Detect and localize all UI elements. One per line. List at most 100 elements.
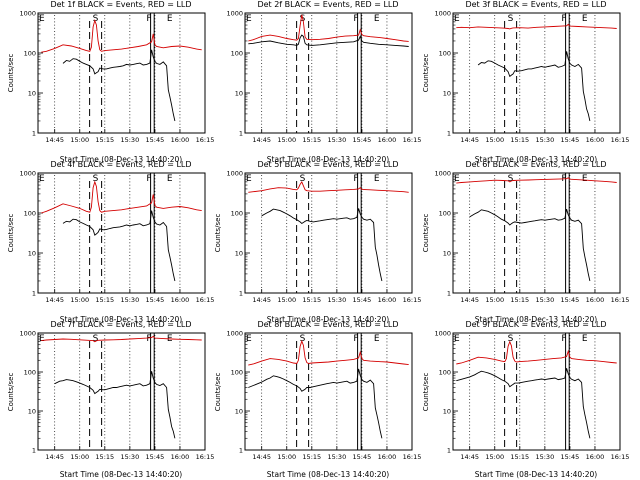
plot-frame xyxy=(452,12,621,134)
events-series-line xyxy=(62,49,176,122)
x-tick-label: 15:45 xyxy=(353,136,372,144)
x-tick-label: 16:15 xyxy=(403,296,422,304)
y-tick-label: 1000 xyxy=(434,10,451,18)
x-tick-label: 15:45 xyxy=(146,296,165,304)
x-tick-label: 15:15 xyxy=(510,453,529,461)
region-marker-label: S xyxy=(508,14,514,24)
region-marker-label: E xyxy=(454,174,460,184)
y-axis-label: Counts/sec xyxy=(422,214,430,253)
x-tick-label: 16:00 xyxy=(586,296,605,304)
panel-det-7f: Det 7f BLACK = Events, RED = LLD Start T… xyxy=(7,320,214,479)
x-tick-label: 15:30 xyxy=(327,296,346,304)
x-tick-label: 16:00 xyxy=(171,136,190,144)
lld-series-line xyxy=(456,23,617,30)
events-series-line xyxy=(469,208,591,282)
panel-title: Det 5f BLACK = Events, RED = LLD xyxy=(257,160,398,169)
x-tick-label: 15:45 xyxy=(146,136,165,144)
x-axis-label: Start Time (08-Dec-13 14:40:20) xyxy=(475,470,597,479)
x-tick-label: 15:30 xyxy=(120,136,139,144)
y-tick-label: 1000 xyxy=(19,170,36,178)
x-tick-label: 15:45 xyxy=(561,136,580,144)
x-tick-label: 15:30 xyxy=(120,453,139,461)
region-marker-label: E xyxy=(582,174,588,184)
x-tick-label: 15:00 xyxy=(485,296,504,304)
x-tick-label: 15:45 xyxy=(146,453,165,461)
region-marker-label: E xyxy=(454,334,460,344)
plot-frame xyxy=(37,172,206,294)
x-tick-label: 14:45 xyxy=(460,136,479,144)
x-tick-label: 16:00 xyxy=(378,453,397,461)
events-series-line xyxy=(54,371,176,439)
x-tick-label: 15:15 xyxy=(95,296,114,304)
y-tick-label: 100 xyxy=(24,210,36,218)
x-tick-label: 14:45 xyxy=(460,296,479,304)
events-series-line xyxy=(261,208,383,282)
region-marker-label: F xyxy=(561,334,566,344)
x-tick-label: 14:45 xyxy=(45,453,64,461)
region-marker-label: E xyxy=(246,334,252,344)
plot-frame xyxy=(244,12,413,134)
x-tick-label: 15:30 xyxy=(535,296,554,304)
plot-frame xyxy=(244,172,413,294)
lld-series-line xyxy=(41,335,202,343)
region-marker-label: E xyxy=(167,14,173,24)
lld-series-line xyxy=(41,18,202,53)
lld-series-line xyxy=(41,180,202,214)
x-tick-label: 15:45 xyxy=(561,453,580,461)
y-tick-label: 1 xyxy=(447,447,451,455)
y-axis-label: Counts/sec xyxy=(422,373,430,412)
plot-frame xyxy=(452,172,621,294)
x-tick-label: 16:15 xyxy=(611,136,630,144)
x-axis-label: Start Time (08-Dec-13 14:40:20) xyxy=(475,315,597,324)
y-tick-label: 1 xyxy=(32,130,36,138)
y-tick-label: 100 xyxy=(24,50,36,58)
panel-det-8f: Det 8f BLACK = Events, RED = LLD Start T… xyxy=(214,320,421,479)
x-tick-label: 16:00 xyxy=(586,453,605,461)
x-tick-label: 16:15 xyxy=(196,453,215,461)
x-tick-label: 15:00 xyxy=(277,136,296,144)
region-marker-label: E xyxy=(246,14,252,24)
x-tick-label: 16:00 xyxy=(378,296,397,304)
x-axis-label: Start Time (08-Dec-13 14:40:20) xyxy=(60,315,182,324)
x-tick-label: 16:15 xyxy=(403,453,422,461)
y-tick-label: 1000 xyxy=(19,330,36,338)
region-marker-label: E xyxy=(374,334,380,344)
x-tick-label: 15:45 xyxy=(561,296,580,304)
x-tick-label: 16:15 xyxy=(403,136,422,144)
panel-title: Det 4f BLACK = Events, RED = LLD xyxy=(50,160,191,169)
x-tick-label: 16:15 xyxy=(196,136,215,144)
x-axis-label: Start Time (08-Dec-13 14:40:20) xyxy=(267,155,389,164)
panel-title: Det 7f BLACK = Events, RED = LLD xyxy=(50,320,191,329)
y-axis-label: Counts/sec xyxy=(7,54,15,93)
panel-det-1f: Det 1f BLACK = Events, RED = LLD Start T… xyxy=(7,0,214,164)
x-axis-label: Start Time (08-Dec-13 14:40:20) xyxy=(60,155,182,164)
panel-det-6f: Det 6f BLACK = Events, RED = LLD Start T… xyxy=(422,160,629,324)
y-tick-label: 10 xyxy=(235,90,243,98)
x-tick-label: 15:45 xyxy=(353,296,372,304)
region-marker-label: E xyxy=(39,14,45,24)
x-tick-label: 15:00 xyxy=(485,136,504,144)
region-marker-label: E xyxy=(374,174,380,184)
x-tick-label: 15:15 xyxy=(510,136,529,144)
region-marker-label: F xyxy=(146,174,151,184)
panel-det-9f: Det 9f BLACK = Events, RED = LLD Start T… xyxy=(422,320,629,479)
y-tick-label: 10 xyxy=(443,408,451,416)
region-marker-label: F xyxy=(353,14,358,24)
x-tick-label: 15:30 xyxy=(535,453,554,461)
x-tick-label: 15:45 xyxy=(353,453,372,461)
y-tick-label: 1000 xyxy=(19,10,36,18)
y-tick-label: 1 xyxy=(32,447,36,455)
x-tick-label: 15:30 xyxy=(535,136,554,144)
region-marker-label: S xyxy=(300,334,306,344)
y-tick-label: 1000 xyxy=(226,170,243,178)
region-marker-label: F xyxy=(146,334,151,344)
panel-title: Det 9f BLACK = Events, RED = LLD xyxy=(465,320,606,329)
y-tick-label: 100 xyxy=(439,50,451,58)
lld-series-line xyxy=(456,340,617,365)
y-tick-label: 1 xyxy=(32,290,36,298)
y-tick-label: 10 xyxy=(235,408,243,416)
x-tick-label: 16:00 xyxy=(171,296,190,304)
panel-title: Det 1f BLACK = Events, RED = LLD xyxy=(50,0,191,9)
y-tick-label: 100 xyxy=(439,210,451,218)
